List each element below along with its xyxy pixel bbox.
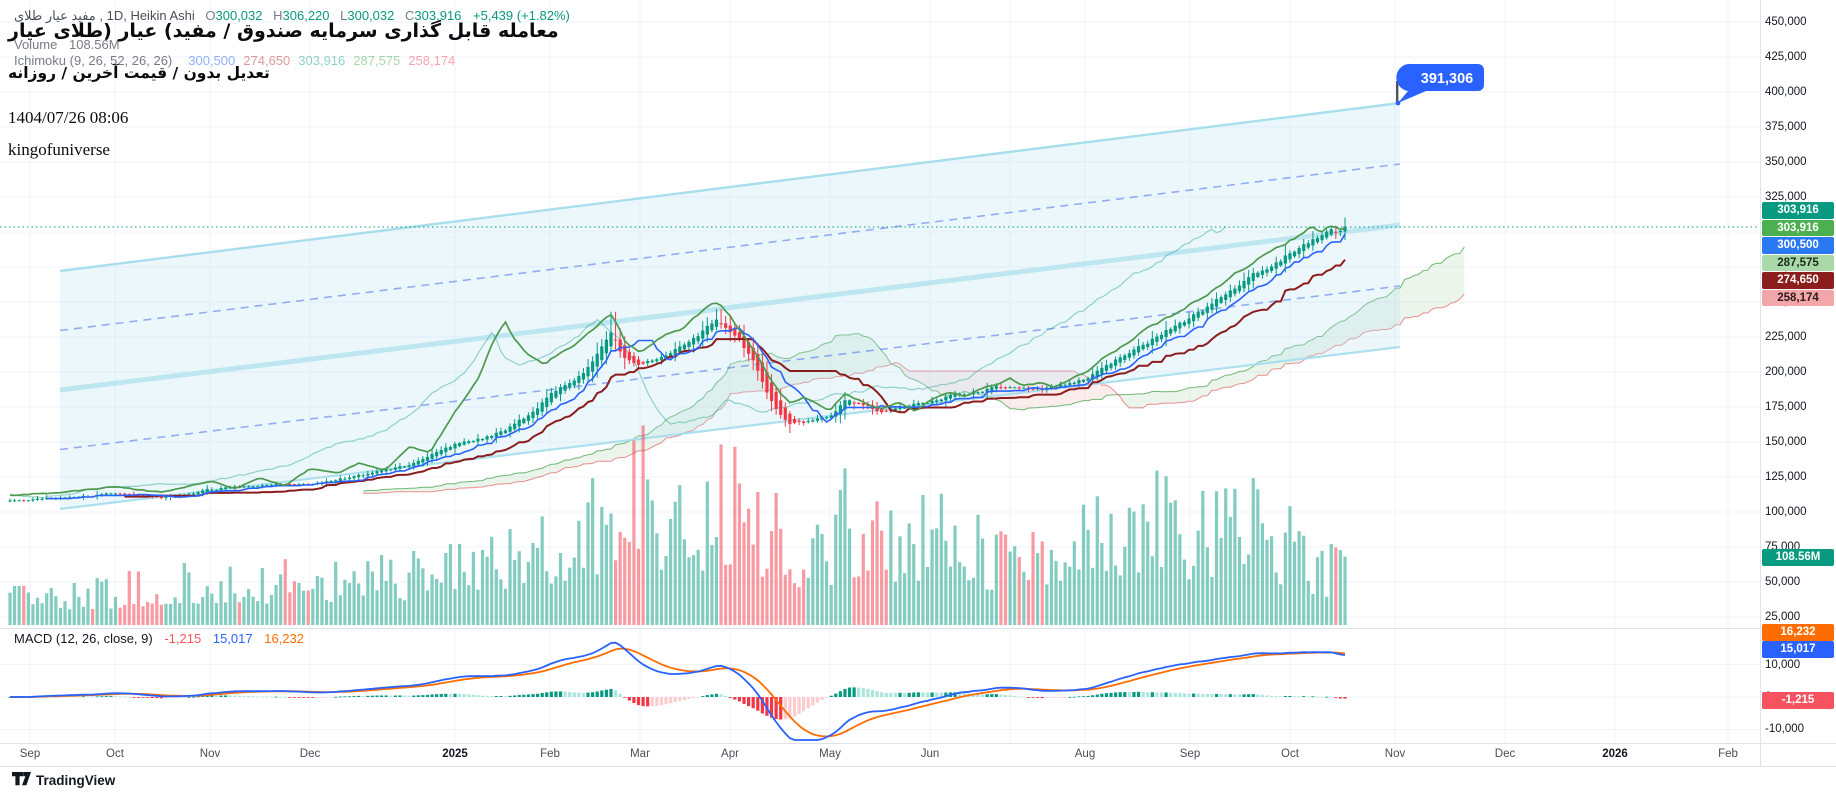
ichimoku-value: 287,575	[353, 53, 401, 68]
chikou-span-line	[9, 226, 1227, 499]
macd-pane	[8, 641, 1347, 741]
price-tick: 225,000	[1765, 331, 1807, 343]
macd-tick: -10,000	[1765, 723, 1805, 736]
ichimoku-value: 274,650	[243, 53, 291, 68]
open-value: 300,032	[215, 8, 263, 23]
time-tick-apr: Apr	[721, 748, 739, 760]
time-tick-mar: Mar	[630, 748, 650, 760]
price-tick: 175,000	[1765, 401, 1807, 413]
target-price-flag[interactable]: 391,306	[1395, 63, 1484, 106]
time-tick-dec: Dec	[299, 748, 321, 760]
open-label: O	[205, 8, 216, 23]
macd-tick: 10,000	[1765, 658, 1801, 671]
price-line-label: 303,916	[1762, 219, 1834, 236]
macd-hist-value: -1,215	[164, 631, 202, 646]
heikin-ashi-candles	[8, 217, 1347, 503]
chart-subtitle-annotation[interactable]: روزانه / آخرین قیمت / بدون تعدیل	[8, 64, 270, 82]
symbol-name: طلای عیار مفید	[14, 8, 96, 23]
macd-label: MACD (12, 26, close, 9)	[14, 631, 153, 646]
high-value: 306,220	[282, 8, 330, 23]
time-tick-aug: Aug	[1074, 748, 1096, 760]
time-tick-feb: Feb	[1718, 748, 1738, 760]
close-value: 303,916	[414, 8, 462, 23]
time-tick-2026: 2026	[1602, 748, 1628, 760]
time-tick-nov: Nov	[199, 748, 221, 760]
price-tick: 150,000	[1765, 436, 1807, 448]
volume-label: Volume	[14, 37, 58, 52]
volume-value: 108.56M	[69, 37, 120, 52]
datetime-annotation[interactable]: 1404/07/26 08:06	[8, 108, 129, 127]
ha-close-label: 303,916	[1762, 202, 1834, 219]
price-tick: 325,000	[1765, 191, 1807, 203]
time-tick-nov: Nov	[1384, 748, 1406, 760]
volume-bars	[8, 425, 1347, 625]
time-tick-oct: Oct	[1281, 748, 1299, 760]
symbol-legend-row[interactable]: طلای عیار مفید , 1D, Heikin Ashi O300,03…	[14, 8, 570, 24]
low-label: L	[340, 8, 348, 23]
low-value: 300,032	[347, 8, 395, 23]
close-label: C	[405, 8, 415, 23]
tradingview-logo-text: TradingView	[36, 773, 116, 788]
macd-hist-label: -1,215	[1762, 692, 1834, 709]
price-tick: 450,000	[1765, 16, 1807, 28]
tradingview-logo[interactable]: TradingView	[12, 772, 115, 789]
macd-line-label: 15,017	[1762, 641, 1834, 658]
volume-axis-label: 108.56M	[1762, 549, 1834, 566]
high-label: H	[273, 8, 283, 23]
ichimoku-value: 300,500	[188, 53, 236, 68]
price-tick: 100,000	[1765, 506, 1807, 518]
time-tick-may: May	[819, 748, 841, 760]
volume-legend-row[interactable]: Volume 108.56M	[14, 37, 120, 52]
macd-signal-value: 16,232	[264, 631, 304, 646]
kijun-line	[124, 259, 1346, 498]
tenkan-line	[46, 233, 1346, 500]
price-tick: 350,000	[1765, 156, 1807, 168]
username-annotation[interactable]: kingofuniverse	[8, 140, 110, 159]
time-tick-dec: Dec	[1494, 748, 1516, 760]
ichimoku-label: Ichimoku (9, 26, 52, 26, 26)	[14, 53, 173, 68]
price-line	[9, 225, 1346, 497]
ichimoku-values: 300,500 274,650 303,916 287,575 258,174	[180, 53, 455, 68]
tradingview-logo-icon	[12, 772, 31, 786]
price-tick: 200,000	[1765, 366, 1807, 378]
price-tick: 50,000	[1765, 576, 1801, 588]
time-tick-feb: Feb	[540, 748, 560, 760]
parallel-channel-drawing	[59, 101, 1401, 511]
pane-separators	[0, 0, 1836, 767]
svg-text:391,306: 391,306	[1421, 71, 1473, 87]
tenkan-label: 300,500	[1762, 237, 1834, 254]
time-tick-jun: Jun	[920, 748, 940, 760]
senkou-b-label: 258,174	[1762, 289, 1834, 306]
time-tick-oct: Oct	[106, 748, 124, 760]
price-tick: 425,000	[1765, 51, 1807, 63]
ichimoku-value: 258,174	[408, 53, 456, 68]
price-tick: 375,000	[1765, 121, 1807, 133]
time-tick-sep: Sep	[1179, 748, 1201, 760]
time-tick-sep: Sep	[19, 748, 41, 760]
ichimoku-legend-row[interactable]: Ichimoku (9, 26, 52, 26, 26) 300,500 274,6…	[14, 53, 455, 68]
ichimoku-cloud	[363, 246, 1465, 494]
ichimoku-value: 303,916	[298, 53, 346, 68]
change-value: +5,439 (+1.82%)	[473, 8, 570, 23]
chart-title-annotation[interactable]: عیار (طلای عیار مفید) / صندوق سرمایه گذا…	[8, 20, 559, 42]
price-tick: 25,000	[1765, 611, 1801, 623]
kijun-label: 274,650	[1762, 272, 1834, 289]
chart-canvas[interactable]: 391,306	[0, 0, 1836, 768]
macd-line-value: 15,017	[212, 631, 253, 646]
macd-signal-label: 16,232	[1762, 624, 1834, 641]
price-tick: 125,000	[1765, 471, 1807, 483]
macd-legend-row[interactable]: MACD (12, 26, close, 9) -1,215 15,017 16…	[14, 631, 304, 646]
senkou-a-label: 287,575	[1762, 254, 1834, 271]
time-tick-2025: 2025	[442, 748, 468, 760]
symbol-interval: , 1D, Heikin Ashi	[99, 8, 195, 23]
price-tick: 400,000	[1765, 86, 1807, 98]
